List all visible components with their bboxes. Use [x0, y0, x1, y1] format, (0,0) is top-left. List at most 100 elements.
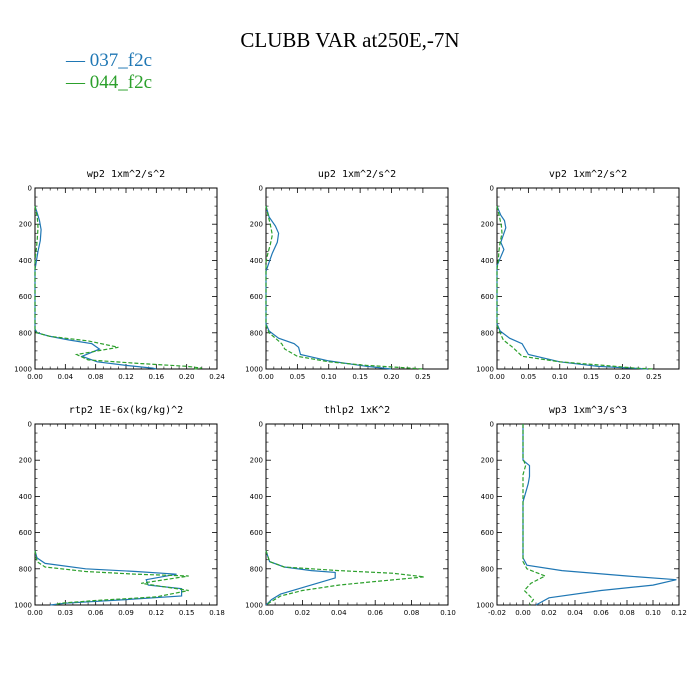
series-line-044_f2c [34, 205, 202, 370]
x-tick-label: 0.03 [58, 609, 74, 617]
panel-6: wp3 1xm^3/s^3 -0.02 0.00 0.02 0.04 0.06 0.08 0.… [476, 405, 687, 617]
x-tick-label: 0.06 [88, 609, 104, 617]
y-tick-label: 0 [490, 185, 494, 193]
panel-title: vp2 1xm^2/s^2 [549, 169, 627, 180]
x-tick-label: 0.18 [209, 609, 225, 617]
plot-frame [34, 187, 218, 370]
x-tick-label: 0.08 [88, 373, 104, 381]
y-tick-label: 0 [28, 185, 32, 193]
panel-title: up2 1xm^2/s^2 [318, 169, 396, 180]
legend-entry-037: — 037_f2c [66, 50, 152, 72]
series-line-037_f2c [496, 205, 648, 370]
y-tick-label: 600 [19, 529, 32, 537]
y-tick-label: 600 [19, 293, 32, 301]
x-tick-label: 0.00 [489, 373, 505, 381]
x-tick-label: 0.12 [149, 609, 165, 617]
x-tick-label: 0.25 [415, 373, 431, 381]
legend-line-044: — [66, 72, 85, 93]
x-tick-label: 0.10 [645, 609, 661, 617]
x-tick-label: 0.04 [331, 609, 347, 617]
y-tick-label: 800 [481, 565, 494, 573]
x-tick-label: 0.06 [367, 609, 383, 617]
x-tick-label: 0.15 [179, 609, 195, 617]
y-tick-label: 800 [19, 329, 32, 337]
series-line-044_f2c [496, 205, 654, 370]
x-tick-label: 0.16 [149, 373, 165, 381]
y-tick-label: 200 [250, 457, 263, 465]
y-tick-label: 600 [481, 529, 494, 537]
y-tick-label: 400 [19, 493, 32, 501]
x-tick-label: 0.15 [583, 373, 599, 381]
panel-2: up2 1xm^2/s^2 0.00 0.05 0.10 0.15 0.20 0.25 0 20… [245, 169, 449, 381]
y-tick-label: 800 [250, 565, 263, 573]
series-line-037_f2c [522, 424, 677, 606]
x-tick-label: 0.00 [258, 373, 274, 381]
y-tick-label: 1000 [476, 366, 494, 374]
x-tick-label: 0.20 [179, 373, 195, 381]
x-tick-label: 0.05 [290, 373, 306, 381]
x-tick-label: 0.05 [521, 373, 537, 381]
y-tick-label: 1000 [14, 366, 32, 374]
x-tick-label: 0.12 [671, 609, 687, 617]
x-tick-label: 0.09 [118, 609, 134, 617]
y-tick-label: 600 [250, 529, 263, 537]
y-tick-label: 200 [481, 221, 494, 229]
plot-frame [265, 423, 449, 606]
panel-4: rtp2 1E-6x(kg/kg)^2 0.00 0.03 0.06 0.09 0.12 0… [14, 405, 225, 617]
series-line-037_f2c [265, 205, 392, 370]
y-tick-label: 400 [19, 257, 32, 265]
x-tick-label: 0.06 [593, 609, 609, 617]
x-tick-label: 0.00 [258, 609, 274, 617]
y-tick-label: 0 [259, 185, 263, 193]
y-tick-label: 200 [481, 457, 494, 465]
x-tick-label: 0.10 [552, 373, 568, 381]
series-line-044_f2c [265, 550, 425, 606]
series-line-044_f2c [522, 424, 547, 606]
x-tick-label: 0.10 [440, 609, 456, 617]
series-line-044_f2c [265, 205, 423, 370]
y-tick-label: 0 [259, 421, 263, 429]
figure-title: CLUBB VAR at250E,-7N [240, 28, 460, 52]
x-tick-label: 0.02 [541, 609, 557, 617]
x-tick-label: 0.00 [27, 373, 43, 381]
legend-line-037: — [66, 50, 85, 71]
y-tick-label: 1000 [14, 602, 32, 610]
legend-label-037: 037_f2c [89, 50, 153, 71]
x-tick-label: 0.04 [567, 609, 583, 617]
y-tick-label: 600 [481, 293, 494, 301]
y-tick-label: 1000 [245, 602, 263, 610]
plot-frame [34, 423, 218, 606]
x-tick-label: -0.02 [488, 609, 506, 617]
x-tick-label: 0.08 [619, 609, 635, 617]
series-line-037_f2c [265, 550, 336, 606]
x-tick-label: 0.12 [118, 373, 134, 381]
x-tick-label: 0.00 [27, 609, 43, 617]
y-tick-label: 800 [19, 565, 32, 573]
y-tick-label: 200 [19, 221, 32, 229]
x-tick-label: 0.15 [352, 373, 368, 381]
panel-title: wp3 1xm^3/s^3 [549, 405, 627, 416]
series-line-037_f2c [34, 550, 183, 606]
x-tick-label: 0.00 [515, 609, 531, 617]
y-tick-label: 800 [481, 329, 494, 337]
y-tick-label: 400 [481, 257, 494, 265]
legend-entry-044: — 044_f2c [66, 72, 152, 94]
plot-frame [265, 187, 449, 370]
y-tick-label: 600 [250, 293, 263, 301]
x-tick-label: 0.24 [209, 373, 225, 381]
y-tick-label: 1000 [476, 602, 494, 610]
series-line-037_f2c [34, 205, 157, 370]
y-tick-label: 1000 [245, 366, 263, 374]
panel-title: wp2 1xm^2/s^2 [87, 169, 165, 180]
x-tick-label: 0.08 [404, 609, 420, 617]
panel-3: vp2 1xm^2/s^2 0.00 0.05 0.10 0.15 0.20 0.25 0 20… [476, 169, 680, 381]
x-tick-label: 0.20 [384, 373, 400, 381]
panel-1: wp2 1xm^2/s^2 0.00 0.04 0.08 0.12 0.16 0.20 0.2… [14, 169, 225, 381]
x-tick-label: 0.02 [295, 609, 311, 617]
y-tick-label: 800 [250, 329, 263, 337]
plot-frame [496, 187, 680, 370]
y-tick-label: 200 [250, 221, 263, 229]
x-tick-label: 0.10 [321, 373, 337, 381]
y-tick-label: 200 [19, 457, 32, 465]
